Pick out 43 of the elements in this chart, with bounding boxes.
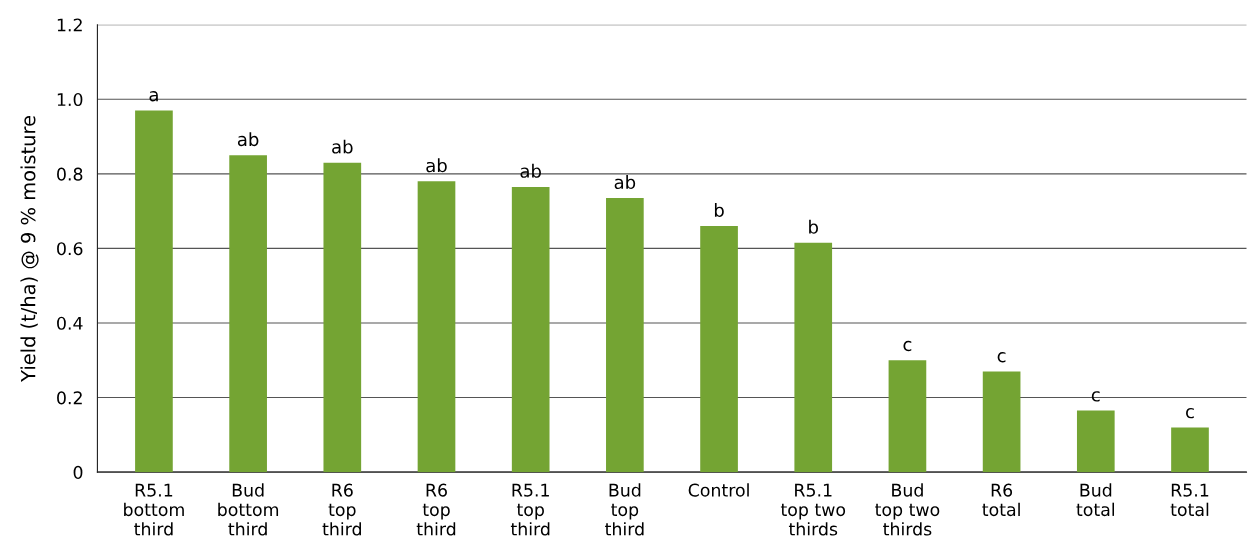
y-tick-label: 1.2: [57, 18, 82, 32]
data-label: b: [714, 203, 724, 217]
y-tick-label: 0: [73, 465, 83, 479]
y-tick-label: 0.4: [57, 316, 83, 330]
x-tick-label: Control: [688, 483, 749, 497]
bar: [982, 371, 1021, 473]
bar: [700, 226, 738, 473]
data-label: a: [149, 91, 158, 102]
data-label: ab: [426, 158, 447, 173]
data-label: c: [997, 352, 1006, 363]
x-tick-label: R6 top third: [416, 483, 456, 536]
x-tick-label: R5.1 top third: [510, 483, 550, 536]
bar: [511, 186, 550, 473]
bar: [888, 360, 927, 473]
y-tick-label: 1.0: [57, 92, 83, 107]
data-label: ab: [520, 163, 541, 178]
bar: [1171, 427, 1209, 473]
data-label: b: [809, 219, 818, 234]
bar: [229, 155, 267, 473]
bar: [323, 162, 362, 473]
x-tick-label: Bud bottom third: [218, 483, 279, 536]
data-label: ab: [237, 132, 259, 147]
x-tick-label: Bud top third: [605, 483, 644, 536]
x-tick-label: R5.1 total: [1170, 483, 1209, 517]
x-tick-label: R5.1 bottom third: [124, 483, 184, 536]
bar: [794, 242, 833, 473]
bar: [606, 198, 644, 473]
data-label: ab: [614, 175, 636, 190]
data-label: c: [903, 340, 912, 352]
x-tick-label: Bud total: [1076, 483, 1115, 517]
bar: [1076, 410, 1115, 473]
y-tick-label: 0.8: [57, 167, 83, 181]
bar: [417, 181, 456, 473]
x-tick-label: R6 top third: [322, 483, 361, 536]
data-label: c: [1186, 407, 1194, 419]
data-label: ab: [332, 139, 353, 154]
y-axis-title: Yield (t/ha) @ 9 % moisture: [20, 116, 39, 382]
x-tick-label: R6 total: [982, 483, 1020, 517]
x-tick-label: Bud top two thirds: [875, 483, 940, 536]
x-tick-label: R5.1 top two thirds: [780, 483, 846, 536]
y-tick-label: 0.2: [57, 391, 82, 405]
bar: [135, 110, 173, 473]
y-tick-label: 0.6: [57, 242, 83, 256]
